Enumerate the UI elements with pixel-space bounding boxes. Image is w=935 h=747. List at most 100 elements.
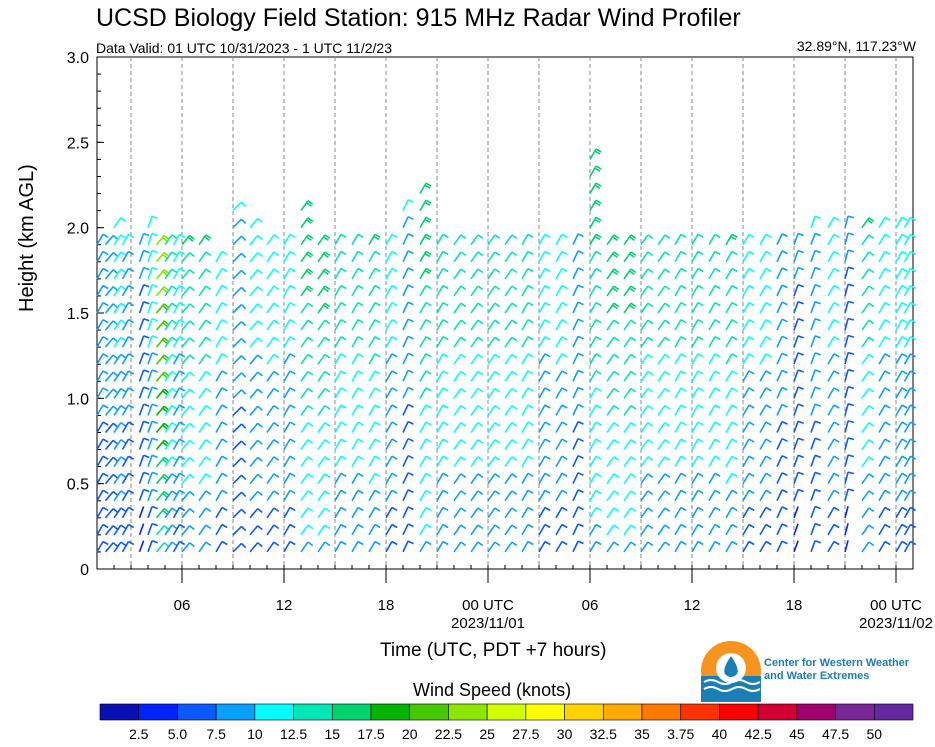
- wind-barb: [104, 456, 119, 468]
- wind-barb: [402, 301, 414, 314]
- wind-barb: [674, 336, 687, 348]
- wind-barb: [742, 284, 755, 297]
- wind-barb: [589, 233, 602, 246]
- wind-barb: [606, 285, 620, 297]
- wind-barb: [725, 301, 738, 314]
- wind-barb: [691, 301, 704, 314]
- wind-barb: [759, 421, 772, 433]
- wind-barb: [589, 165, 602, 177]
- wind-barb: [249, 354, 263, 365]
- wind-barb: [215, 455, 228, 467]
- wind-barb: [504, 285, 518, 297]
- wind-barb: [640, 541, 654, 553]
- wind-barb: [708, 472, 721, 485]
- wind-barb: [555, 404, 568, 416]
- wind-barb: [895, 489, 908, 502]
- wind-barb: [249, 337, 263, 348]
- wind-barb: [640, 490, 654, 502]
- wind-barb: [436, 319, 449, 331]
- wind-barb: [121, 472, 135, 485]
- wind-barb: [827, 387, 840, 399]
- wind-barb: [895, 233, 908, 246]
- wind-barb: [861, 439, 875, 450]
- wind-barb: [691, 421, 704, 433]
- wind-barb: [903, 216, 917, 229]
- wind-barb: [589, 438, 602, 450]
- wind-barb: [895, 387, 908, 399]
- wind-barb: [351, 301, 364, 314]
- wind-barb: [164, 302, 178, 314]
- wind-barb: [453, 404, 467, 416]
- wind-barb: [674, 267, 687, 280]
- wind-barb: [453, 524, 467, 536]
- wind-barb: [844, 454, 855, 467]
- wind-barb: [793, 454, 804, 467]
- colorbar-swatch: [719, 703, 759, 721]
- wind-barb: [138, 266, 150, 280]
- wind-barb: [521, 267, 534, 280]
- wind-barb: [155, 354, 170, 365]
- wind-barb: [521, 233, 534, 246]
- wind-barb: [121, 301, 135, 314]
- wind-barb: [555, 370, 568, 382]
- wind-barb: [657, 251, 671, 263]
- wind-barb: [487, 490, 501, 502]
- wind-barb: [283, 284, 296, 297]
- wind-barb: [725, 404, 738, 416]
- wind-barb: [232, 525, 247, 536]
- wind-barb: [589, 216, 602, 229]
- wind-barb: [606, 421, 620, 433]
- wind-barb: [589, 387, 602, 399]
- wind-barb: [861, 421, 875, 433]
- x-tick-label: 12: [684, 597, 701, 614]
- wind-barb: [104, 320, 119, 331]
- wind-barb: [708, 233, 721, 246]
- wind-barb: [181, 354, 195, 365]
- wind-barb: [572, 386, 584, 399]
- wind-barb: [138, 454, 150, 467]
- colorbar-swatch: [796, 703, 836, 721]
- wind-barb: [402, 284, 414, 297]
- wind-barb: [385, 319, 398, 331]
- wind-barb: [172, 540, 186, 553]
- wind-barb: [232, 542, 247, 553]
- wind-barb: [674, 250, 687, 263]
- wind-barb: [164, 285, 178, 297]
- wind-barb: [708, 540, 721, 553]
- wind-barb: [436, 301, 449, 314]
- wind-barb: [147, 420, 158, 433]
- wind-barb: [181, 388, 195, 399]
- wind-barb: [674, 404, 687, 416]
- wind-barb: [674, 387, 687, 399]
- wind-barb: [504, 456, 518, 468]
- wind-barb: [725, 472, 738, 485]
- wind-barb: [164, 268, 178, 280]
- wind-barb: [121, 523, 135, 536]
- wind-barb: [504, 336, 518, 348]
- wind-barb: [606, 473, 620, 485]
- wind-barb: [147, 335, 158, 348]
- wind-barb: [640, 268, 654, 280]
- wind-barb: [903, 250, 917, 263]
- wind-barb: [232, 321, 247, 331]
- wind-barb: [147, 283, 158, 297]
- wind-barb: [810, 335, 821, 348]
- wind-barb: [623, 456, 637, 468]
- wind-barb: [538, 336, 551, 348]
- wind-barb: [878, 540, 891, 553]
- wind-barb: [776, 437, 788, 450]
- wind-barb: [104, 422, 119, 434]
- wind-barb: [589, 353, 602, 365]
- wind-barb: [691, 523, 704, 536]
- wind-barb: [793, 506, 799, 519]
- wind-barb: [317, 456, 331, 468]
- wind-barb: [759, 387, 772, 399]
- wind-barb: [147, 403, 158, 416]
- wind-barb: [385, 438, 398, 450]
- wind-barb: [538, 489, 551, 502]
- wind-barb: [419, 216, 432, 229]
- wind-barb: [487, 251, 501, 263]
- wind-barb: [742, 472, 755, 485]
- wind-barb: [300, 421, 314, 433]
- wind-barb: [121, 284, 135, 297]
